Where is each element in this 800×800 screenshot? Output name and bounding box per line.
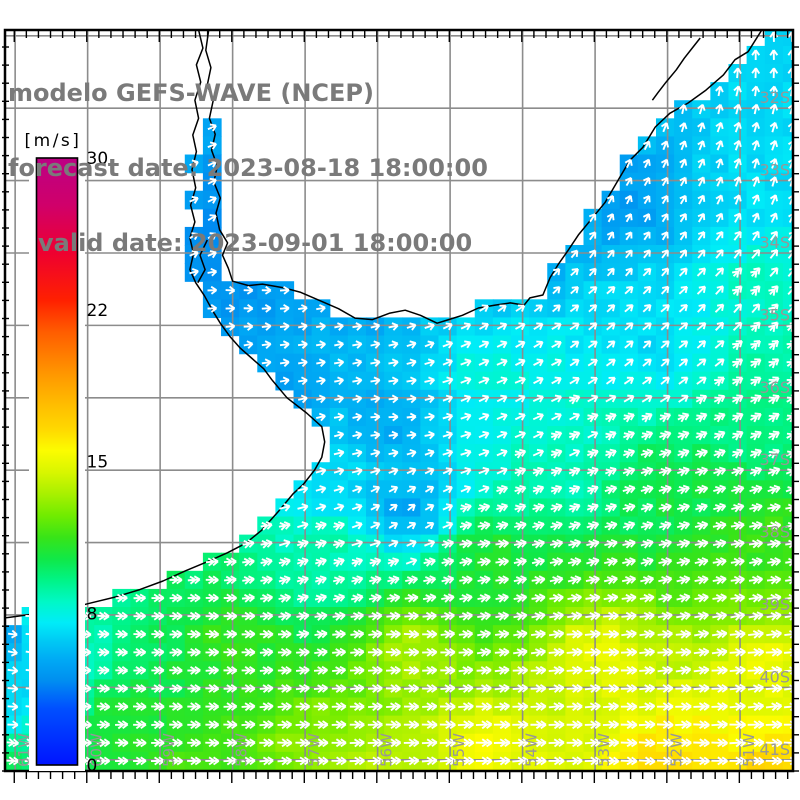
map-title-block: modelo GEFS-WAVE (NCEP) forecast date: 2… bbox=[8, 31, 488, 306]
colorbar-tick-label: 15 bbox=[87, 453, 109, 473]
latitude-label: 32S bbox=[759, 88, 790, 107]
map-frame bbox=[3, 28, 795, 773]
latitude-label: 40S bbox=[759, 667, 790, 686]
colorbar-tick-label: 8 bbox=[87, 604, 98, 624]
latitude-label: 35S bbox=[759, 305, 790, 324]
colorbar-unit-label: [m/s] bbox=[25, 131, 82, 151]
longitude-label: 61W bbox=[15, 733, 33, 767]
latitude-label: 38S bbox=[759, 523, 790, 542]
longitude-label: 53W bbox=[595, 733, 613, 767]
latitude-label: 36S bbox=[759, 378, 790, 397]
latitude-label: 33S bbox=[759, 161, 790, 180]
latitude-label: 41S bbox=[759, 740, 790, 759]
latitude-label: 39S bbox=[759, 595, 790, 614]
longitude-label: 55W bbox=[450, 733, 468, 767]
forecast-date-line: forecast date: 2023-08-18 18:00:00 bbox=[8, 154, 488, 182]
graticule-labels: 61W 60W 59W 58W 57W 56W 55W 54W 53W 52W 51W 32S 33S 3… bbox=[15, 88, 790, 767]
colorbar-tick-label: 0 bbox=[87, 756, 98, 776]
longitude-label: 54W bbox=[523, 733, 541, 767]
colorbar: [m/s]30 22 15 8 0 bbox=[25, 131, 109, 776]
model-title: modelo GEFS-WAVE (NCEP) bbox=[8, 79, 374, 107]
valid-date-line: valid date: 2023-09-01 18:00:00 bbox=[38, 229, 473, 257]
longitude-label: 51W bbox=[740, 733, 758, 767]
axis-ticks bbox=[2, 31, 799, 783]
longitude-label: 52W bbox=[668, 733, 686, 767]
longitude-label: 60W bbox=[88, 733, 106, 767]
latitude-label: 34S bbox=[759, 233, 790, 252]
colorbar-tick-label: 30 bbox=[87, 149, 109, 169]
longitude-label: 59W bbox=[160, 733, 178, 767]
colorbar-tick-label: 22 bbox=[87, 301, 109, 321]
longitude-label: 58W bbox=[233, 733, 251, 767]
latitude-label: 37S bbox=[759, 450, 790, 469]
longitude-label: 57W bbox=[305, 733, 323, 767]
longitude-label: 56W bbox=[378, 733, 396, 767]
